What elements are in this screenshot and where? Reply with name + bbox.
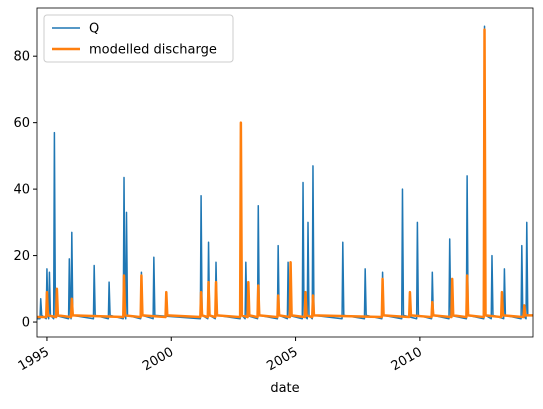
axes-frame <box>36 7 534 338</box>
y-tick-label: 60 <box>13 116 30 131</box>
legend-box <box>43 14 234 63</box>
x-tick-label: 2000 <box>140 345 176 375</box>
x-tick-label: 1995 <box>16 345 52 375</box>
series-line <box>37 25 533 320</box>
x-axis-label: date <box>270 381 299 396</box>
x-tick-label: 2005 <box>264 345 300 375</box>
y-tick-label: 0 <box>22 316 30 331</box>
legend-label: Q <box>89 22 99 37</box>
y-tick-label: 80 <box>13 50 30 65</box>
y-tick-label: 40 <box>13 183 30 198</box>
y-tick-label: 20 <box>13 249 30 264</box>
x-tick-label: 2010 <box>389 345 425 375</box>
series-line <box>37 28 533 319</box>
legend-label: modelled discharge <box>89 43 217 58</box>
